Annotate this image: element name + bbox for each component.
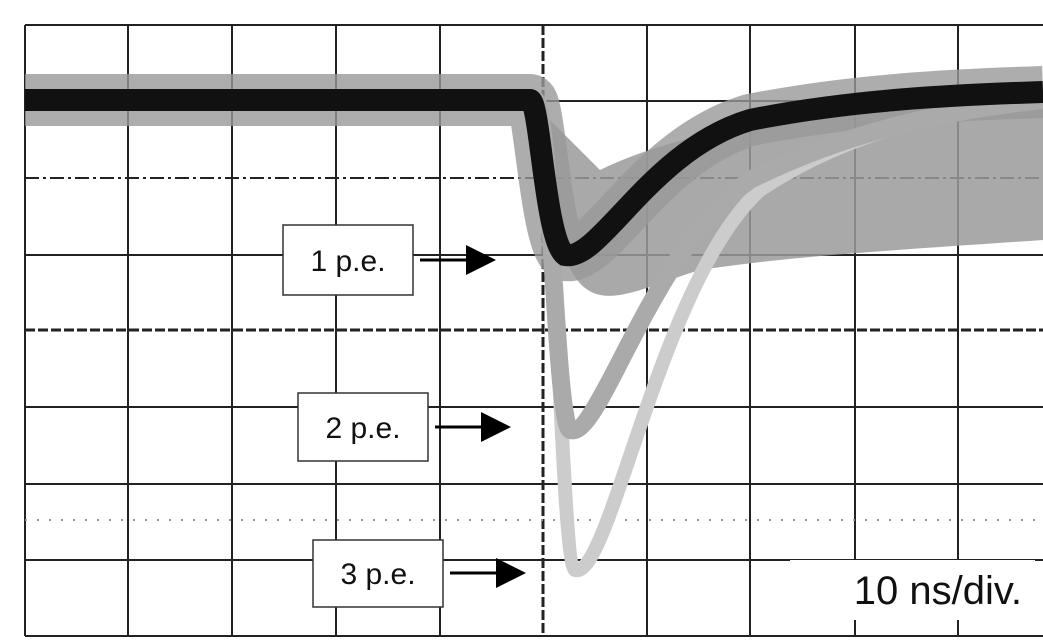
timebase: 10 ns/div. <box>854 569 1022 613</box>
scope-screen: 1 p.e. 2 p.e. 3 p.e. 10 ns/div. <box>0 0 1043 640</box>
label-3pe: 3 p.e. <box>340 558 415 591</box>
label-1pe: 1 p.e. <box>310 245 385 278</box>
label-2pe: 2 p.e. <box>325 412 400 445</box>
page: 1 p.e. 2 p.e. 3 p.e. 10 ns/div. (() => {… <box>0 0 1043 640</box>
